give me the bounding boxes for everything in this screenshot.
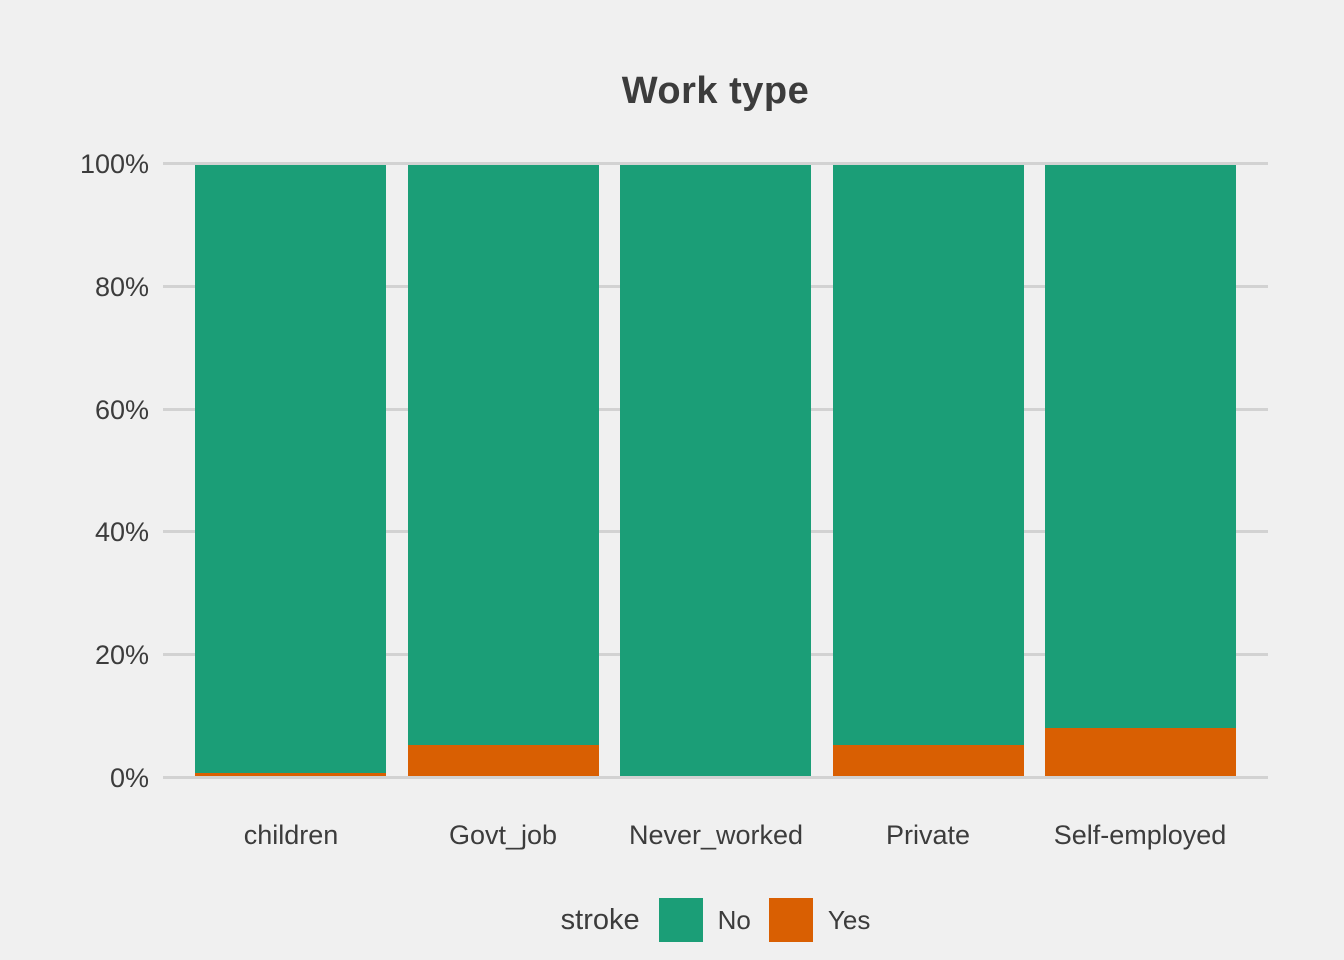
x-tick-label: Private: [885, 820, 971, 850]
bar-segment-no: [833, 165, 1024, 745]
legend-entry-yes: Yes: [768, 898, 871, 942]
bar-segment-yes: [195, 773, 386, 776]
legend: stroke No Yes: [163, 897, 1268, 943]
legend-entry-no: No: [658, 898, 751, 942]
y-tick-label: 40%: [94, 517, 149, 547]
gridline: [163, 776, 1268, 779]
bar-private: [833, 165, 1024, 776]
x-axis: children Govt_job Never_worked Private Self-…: [163, 818, 1268, 858]
y-tick-label: 20%: [94, 640, 149, 670]
x-tick-label: Self-employed: [1053, 820, 1227, 850]
bar-children: [195, 165, 386, 776]
bar-never-worked: [620, 165, 811, 776]
bar-govt-job: [408, 165, 599, 776]
bar-segment-no: [408, 165, 599, 745]
y-axis: 100% 80% 60% 40% 20% 0%: [0, 149, 149, 793]
bar-segment-no: [1045, 165, 1236, 728]
legend-swatch-no-icon: [658, 898, 703, 942]
legend-swatch-yes-icon: [768, 898, 813, 942]
y-tick-label: 80%: [94, 272, 149, 302]
plot-panel: [163, 162, 1268, 779]
y-tick-label: 100%: [79, 149, 149, 179]
bar-self-employed: [1045, 165, 1236, 776]
bar-segment-yes: [1045, 728, 1236, 776]
x-tick-label: Never_worked: [628, 820, 804, 850]
y-tick-label: 60%: [94, 395, 149, 425]
legend-label-no: No: [717, 904, 751, 935]
y-tick-label: 0%: [109, 763, 149, 793]
gridline: [163, 162, 1268, 165]
chart-title: Work type: [621, 70, 810, 112]
bar-segment-no: [620, 165, 811, 776]
bar-segment-yes: [408, 745, 599, 776]
x-tick-label: children: [243, 820, 339, 850]
bar-segment-yes: [833, 745, 1024, 776]
x-tick-label: Govt_job: [448, 820, 558, 850]
legend-label-yes: Yes: [827, 904, 871, 935]
legend-title: stroke: [560, 903, 640, 936]
bar-segment-no: [195, 165, 386, 773]
